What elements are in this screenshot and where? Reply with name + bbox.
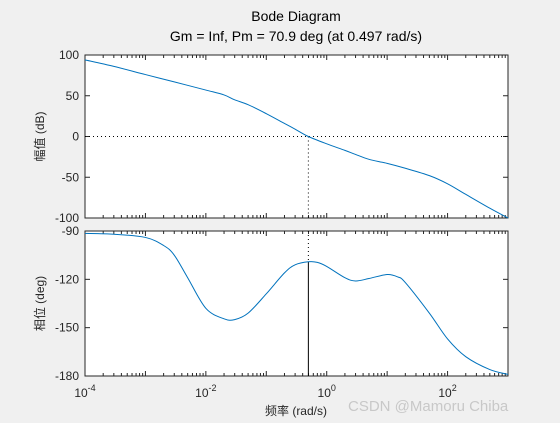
y-tick-label: -120 bbox=[55, 272, 79, 286]
phase-panel: -90 -120 -150 -180 相位 (deg) bbox=[32, 224, 509, 383]
chart-title: Bode Diagram bbox=[251, 8, 341, 24]
x-tick-labels: 10-4 10-2 100 102 bbox=[74, 383, 456, 400]
phase-y-ticks: -90 -120 -150 -180 bbox=[55, 224, 508, 383]
y-tick-label: -50 bbox=[62, 170, 80, 184]
magnitude-y-axis-label: 幅值 (dB) bbox=[32, 111, 47, 161]
x-tick-label: 10-4 bbox=[74, 383, 95, 400]
y-tick-label: 50 bbox=[66, 89, 80, 103]
chart-subtitle: Gm = Inf, Pm = 70.9 deg (at 0.497 rad/s) bbox=[170, 28, 422, 44]
y-tick-label: -180 bbox=[55, 369, 79, 383]
phase-y-axis-label: 相位 (deg) bbox=[32, 276, 47, 331]
y-tick-label: 100 bbox=[59, 48, 79, 62]
y-tick-label: -100 bbox=[55, 211, 79, 225]
phase-series-line bbox=[84, 232, 509, 375]
watermark-text: CSDN @Mamoru Chiba bbox=[348, 398, 509, 415]
y-tick-label: 0 bbox=[72, 130, 79, 144]
phase-axes bbox=[84, 230, 509, 377]
magnitude-series-line bbox=[84, 59, 509, 219]
x-tick-label: 10-2 bbox=[195, 383, 216, 400]
y-tick-label: -90 bbox=[62, 224, 80, 238]
y-tick-label: -150 bbox=[55, 321, 79, 335]
x-tick-label: 100 bbox=[318, 383, 336, 400]
magnitude-panel: 100 50 0 -50 -100 幅值 (dB) bbox=[32, 48, 509, 225]
phase-x-ticks bbox=[84, 231, 509, 376]
magnitude-axes bbox=[84, 54, 509, 219]
x-axis-label: 频率 (rad/s) bbox=[265, 403, 327, 418]
x-tick-label: 102 bbox=[438, 383, 456, 400]
magnitude-x-ticks bbox=[84, 55, 509, 218]
